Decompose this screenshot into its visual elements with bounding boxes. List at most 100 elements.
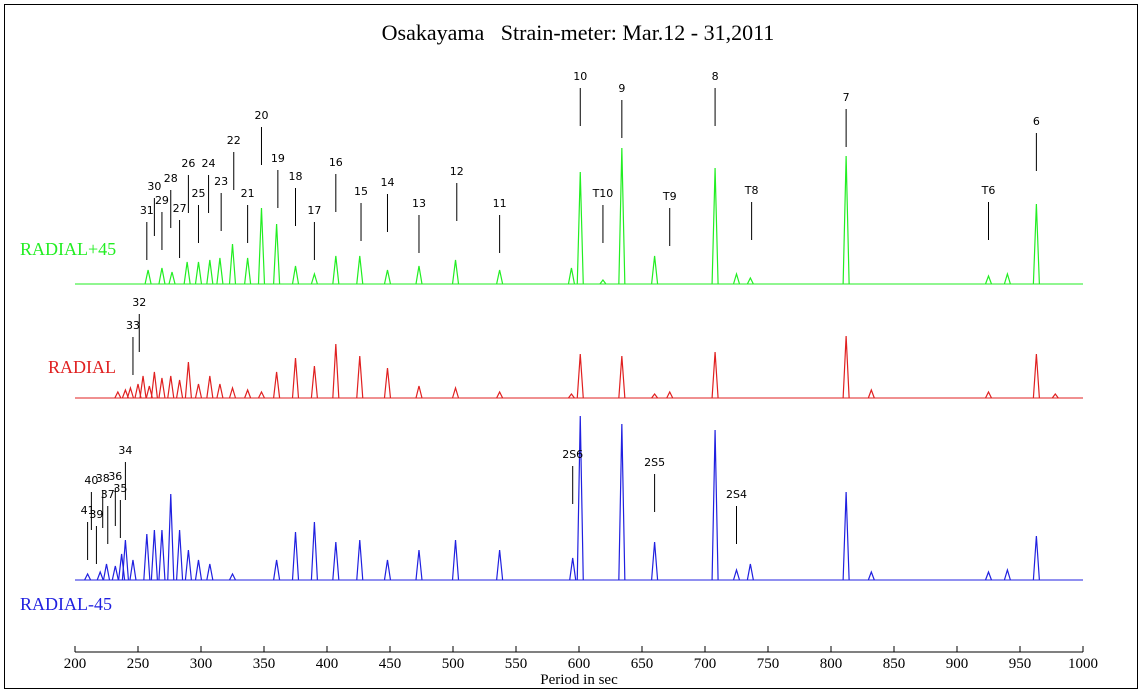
peak (569, 557, 577, 581)
peak-label: T6 (981, 184, 996, 197)
peak (168, 271, 176, 285)
peak (310, 521, 318, 581)
peak (273, 223, 281, 285)
x-tick-label: 500 (442, 656, 465, 672)
peak-label: 35 (113, 482, 127, 495)
peak-label: 36 (108, 470, 122, 483)
peak (356, 355, 364, 399)
peak (651, 393, 659, 399)
peak (496, 390, 504, 399)
peak-label: 9 (618, 82, 625, 95)
x-tick-label: 350 (253, 656, 276, 672)
peak (984, 390, 993, 399)
peak-label: 10 (573, 70, 587, 83)
peak-label: T10 (592, 187, 614, 200)
peak (310, 365, 318, 399)
peak-label: 2S4 (726, 488, 747, 501)
peak (194, 383, 203, 399)
peak-label: 20 (254, 109, 268, 122)
peak-label: 12 (450, 165, 464, 178)
peak (1003, 271, 1011, 285)
peak-label: 30 (147, 180, 161, 193)
series-label: RADIAL+45 (20, 239, 116, 259)
peak (273, 559, 281, 581)
peak-label: 32 (132, 296, 146, 309)
peak-label: 24 (202, 157, 216, 170)
peak-label: T9 (662, 190, 677, 203)
peak (711, 167, 719, 285)
peak-label: 18 (289, 170, 303, 183)
peak-label: 33 (126, 319, 140, 332)
x-tick-label: 200 (64, 656, 87, 672)
peak (618, 423, 626, 581)
peak (1032, 535, 1040, 581)
peak-label: 26 (181, 157, 195, 170)
peak (129, 559, 137, 581)
peak (291, 531, 300, 581)
peak (332, 255, 340, 285)
peak (1051, 393, 1059, 399)
peak-label: 21 (241, 187, 255, 200)
peak (257, 207, 266, 285)
x-tick-label: 250 (127, 656, 150, 672)
peak (206, 259, 214, 285)
peak-label: 37 (101, 488, 115, 501)
series-label: RADIAL (48, 357, 116, 377)
peak (842, 491, 850, 581)
peak (618, 147, 626, 285)
peak-label: T8 (744, 184, 759, 197)
peak (158, 377, 166, 399)
peak-label: 34 (118, 444, 132, 457)
x-tick-label: 650 (631, 656, 654, 672)
peak (228, 385, 237, 399)
peak (984, 274, 993, 285)
peak (244, 388, 252, 399)
peak (139, 375, 147, 399)
peak (576, 171, 584, 285)
peak-label: 13 (412, 197, 426, 210)
x-tick-label: 450 (379, 656, 402, 672)
peak (383, 559, 392, 581)
peak (867, 388, 875, 399)
peak (1003, 567, 1011, 581)
peak (114, 390, 122, 399)
peak (332, 541, 340, 581)
peak (150, 371, 158, 399)
peak-label: 11 (493, 197, 507, 210)
peak (496, 269, 504, 285)
peak (332, 343, 340, 399)
peak (194, 559, 203, 581)
peak-label: 28 (164, 172, 178, 185)
peak (746, 563, 754, 581)
x-tick-label: 300 (190, 656, 213, 672)
peak-label: 40 (84, 474, 98, 487)
x-tick-label: 950 (1009, 656, 1032, 672)
peak (711, 351, 719, 399)
peak (415, 549, 423, 581)
x-tick-label: 900 (946, 656, 969, 672)
peak (167, 493, 175, 581)
peak (143, 533, 151, 581)
peak (451, 259, 460, 285)
peak (102, 563, 111, 581)
peak (356, 539, 364, 581)
peak-label: 38 (96, 472, 110, 485)
peak-label: 23 (214, 175, 228, 188)
peak (144, 269, 152, 285)
peak (415, 385, 423, 399)
peak (175, 379, 184, 399)
peak (567, 393, 575, 399)
peak (216, 383, 224, 399)
peak (356, 255, 364, 285)
peak (121, 539, 129, 581)
peak (216, 257, 224, 285)
peak (273, 371, 281, 399)
peak (1032, 203, 1040, 285)
peak (228, 243, 237, 285)
peak (732, 271, 741, 285)
frame (4, 4, 1138, 689)
peak-label: 2S5 (644, 456, 665, 469)
x-tick-label: 550 (505, 656, 528, 672)
peak (651, 255, 659, 285)
